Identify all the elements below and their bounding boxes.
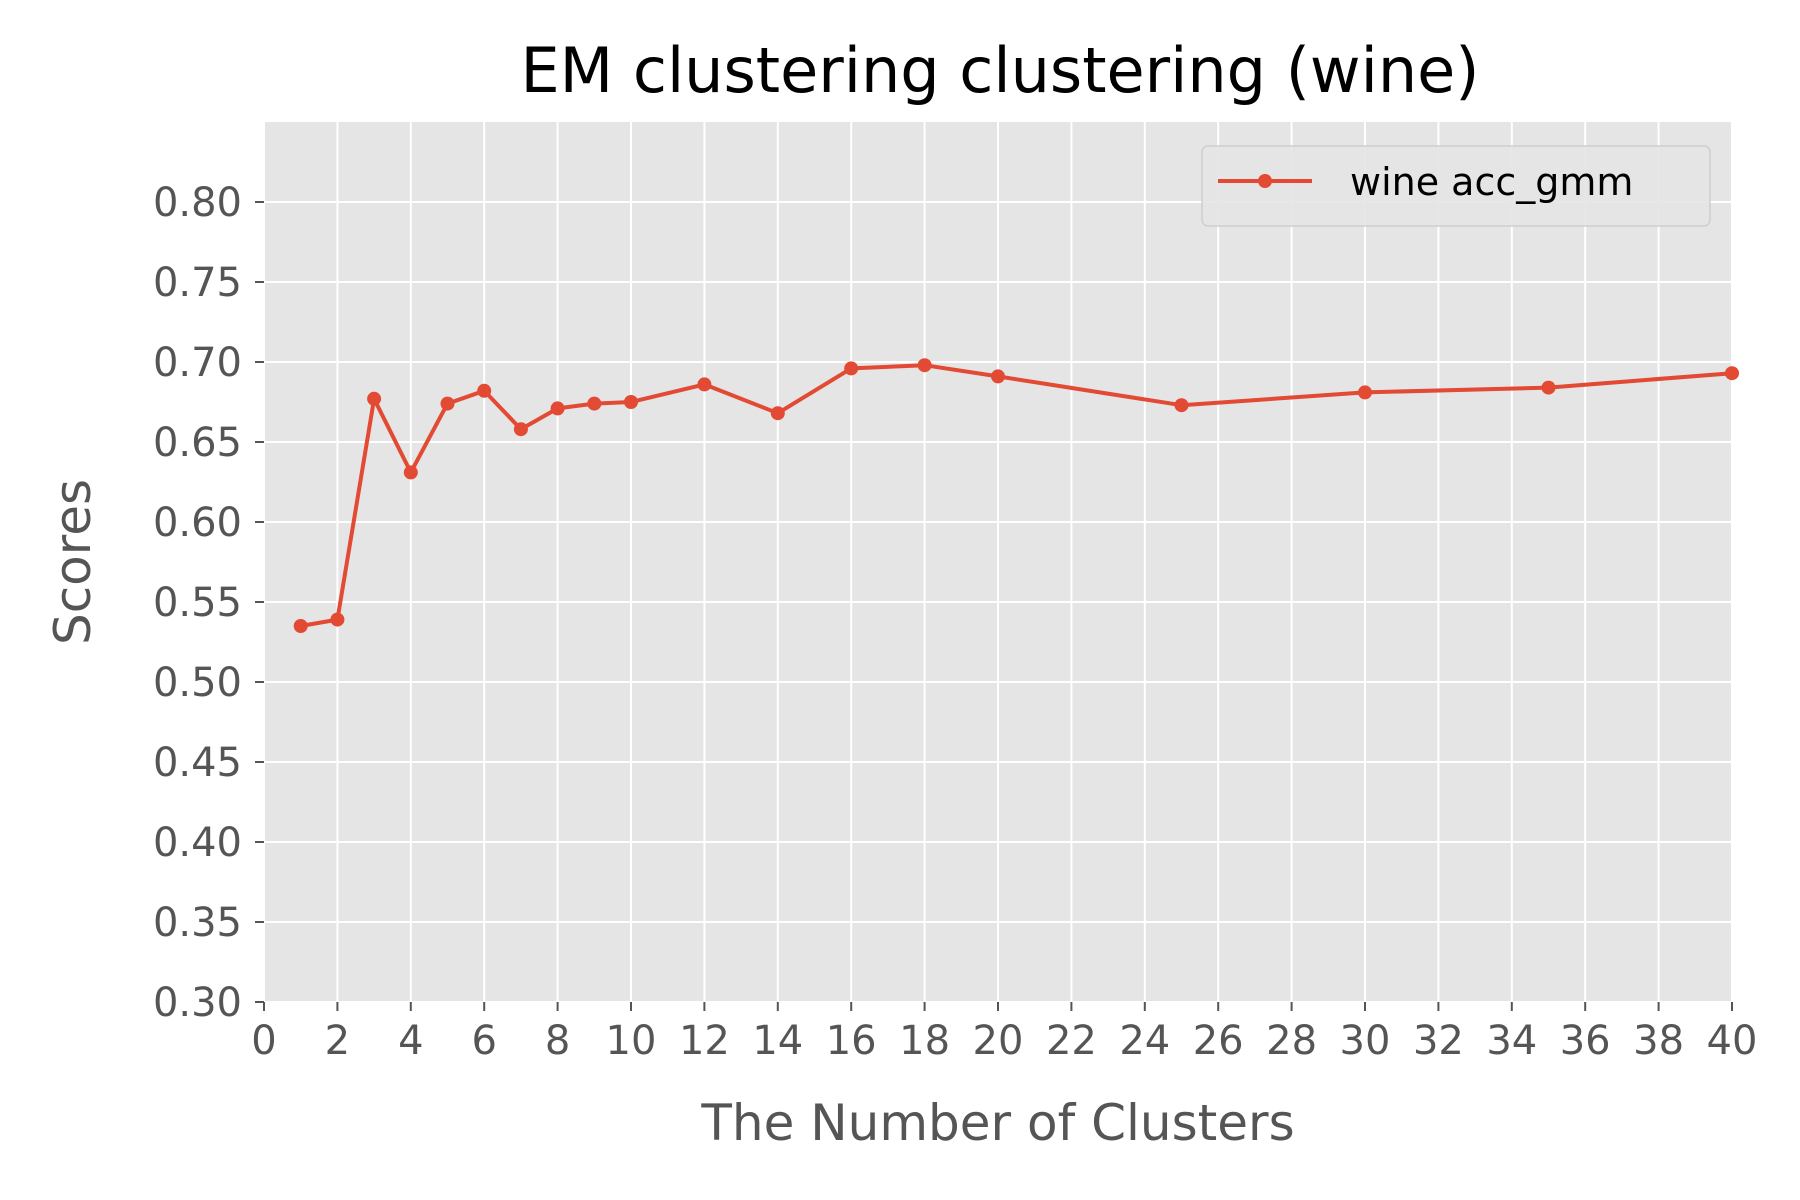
y-tick-label: 0.40 xyxy=(153,820,242,866)
data-point xyxy=(1174,398,1189,413)
x-tick-label: 26 xyxy=(1193,1018,1244,1064)
x-tick-label: 14 xyxy=(752,1018,803,1064)
y-tick-label: 0.60 xyxy=(153,500,242,546)
y-tick-label: 0.50 xyxy=(153,660,242,706)
x-tick-label: 34 xyxy=(1486,1018,1537,1064)
data-point xyxy=(917,358,932,373)
data-point xyxy=(697,377,712,392)
y-tick-label: 0.70 xyxy=(153,340,242,386)
x-tick-label: 28 xyxy=(1266,1018,1317,1064)
x-tick-label: 18 xyxy=(899,1018,950,1064)
grid xyxy=(263,122,1733,1003)
series-layer xyxy=(293,358,1739,633)
x-tick-label: 2 xyxy=(325,1018,350,1064)
x-tick-label: 36 xyxy=(1560,1018,1611,1064)
x-tick-label: 24 xyxy=(1119,1018,1170,1064)
data-point xyxy=(367,391,382,406)
x-tick-label: 12 xyxy=(679,1018,730,1064)
x-tick-label: 22 xyxy=(1046,1018,1097,1064)
y-tick-label: 0.65 xyxy=(153,420,242,466)
y-tick-label: 0.75 xyxy=(153,260,242,306)
axis-ticks: 0 2 4 6 8 10 12 14 16 18 20 22 24 26 28 30 32 34 36 38 400.3… xyxy=(153,180,1758,1064)
data-point xyxy=(844,361,859,376)
x-tick-label: 8 xyxy=(545,1018,570,1064)
x-tick-label: 40 xyxy=(1707,1018,1758,1064)
x-axis-label: The Number of Clusters xyxy=(700,1094,1294,1152)
x-tick-label: 10 xyxy=(606,1018,657,1064)
data-point xyxy=(440,396,455,411)
x-tick-label: 0 xyxy=(251,1018,276,1064)
legend-marker xyxy=(1258,174,1272,188)
x-tick-label: 30 xyxy=(1340,1018,1391,1064)
y-tick-label: 0.35 xyxy=(153,900,242,946)
data-point xyxy=(1358,385,1372,400)
y-tick-label: 0.45 xyxy=(153,740,242,786)
x-tick-label: 6 xyxy=(471,1018,496,1064)
data-point xyxy=(587,396,602,411)
x-tick-label: 16 xyxy=(826,1018,877,1064)
data-point xyxy=(1541,380,1556,395)
x-tick-label: 4 xyxy=(398,1018,423,1064)
chart-title: EM clustering clustering (wine) xyxy=(520,34,1479,107)
data-point xyxy=(1725,366,1739,381)
legend-label: wine acc_gmm xyxy=(1350,160,1633,204)
data-point xyxy=(770,406,785,421)
data-point xyxy=(330,612,345,627)
data-point xyxy=(477,383,492,398)
x-tick-label: 32 xyxy=(1413,1018,1464,1064)
x-tick-label: 20 xyxy=(973,1018,1024,1064)
legend: wine acc_gmm xyxy=(1201,145,1711,227)
y-tick-label: 0.30 xyxy=(153,980,242,1026)
legend-box xyxy=(1201,145,1711,227)
data-point xyxy=(991,369,1005,384)
data-point xyxy=(293,619,308,633)
data-point xyxy=(550,401,565,416)
y-tick-label: 0.80 xyxy=(153,180,242,226)
y-tick-label: 0.55 xyxy=(153,580,242,626)
data-point xyxy=(513,422,528,437)
y-axis-label: Scores xyxy=(44,479,102,645)
data-point xyxy=(624,395,638,409)
x-tick-label: 38 xyxy=(1633,1018,1684,1064)
data-point xyxy=(403,465,418,480)
